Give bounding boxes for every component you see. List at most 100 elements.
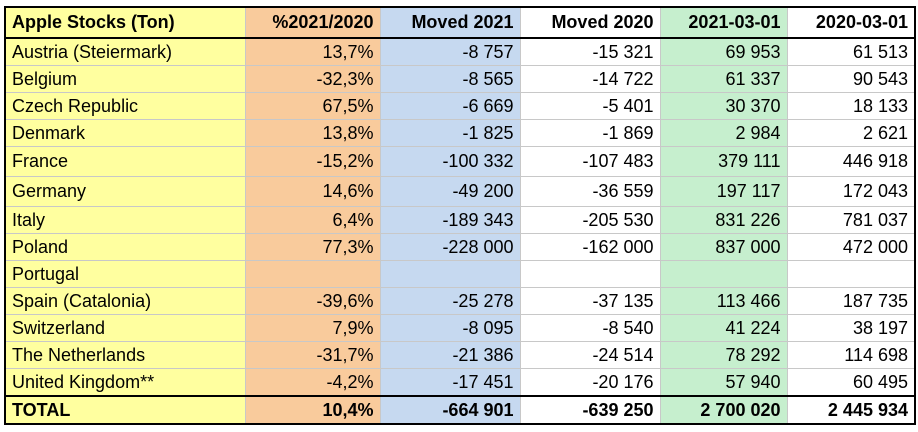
cell-moved-2020: -24 514 <box>519 341 661 369</box>
cell-moved-2020: -14 722 <box>519 65 661 93</box>
cell-stock-2021 <box>659 260 788 288</box>
header-country: Apple Stocks (Ton) <box>4 6 246 39</box>
cell-percent-change: -39,6% <box>244 287 381 315</box>
cell-country: United Kingdom** <box>4 368 246 397</box>
cell-moved-2021: -17 451 <box>379 368 521 397</box>
cell-country: Denmark <box>4 119 246 147</box>
cell-country: Belgium <box>4 65 246 93</box>
cell-stock-2021: 837 000 <box>659 233 788 261</box>
total-stock-2021: 2 700 020 <box>659 395 788 425</box>
cell-stock-2020 <box>786 260 916 288</box>
cell-percent-change: 6,4% <box>244 206 381 234</box>
cell-stock-2020: 38 197 <box>786 314 916 342</box>
cell-stock-2020: 114 698 <box>786 341 916 369</box>
table-row: France -15,2% -100 332 -107 483 379 111 446 9… <box>4 146 916 177</box>
cell-country: Italy <box>4 206 246 234</box>
table-row: United Kingdom** -4,2% -17 451 -20 176 57 94… <box>4 368 916 397</box>
total-percent-change: 10,4% <box>244 395 381 425</box>
cell-percent-change: -32,3% <box>244 65 381 93</box>
table-row: The Netherlands -31,7% -21 386 -24 514 78 29… <box>4 341 916 369</box>
cell-country: France <box>4 146 246 177</box>
cell-moved-2020: -5 401 <box>519 92 661 120</box>
cell-stock-2020: 2 621 <box>786 119 916 147</box>
cell-moved-2020 <box>519 260 661 288</box>
cell-percent-change: 13,7% <box>244 37 381 66</box>
table-row: Belgium -32,3% -8 565 -14 722 61 337 90 543 <box>4 65 916 93</box>
cell-percent-change: -15,2% <box>244 146 381 177</box>
cell-stock-2020: 472 000 <box>786 233 916 261</box>
cell-stock-2021: 61 337 <box>659 65 788 93</box>
apple-stocks-table: Apple Stocks (Ton) %2021/2020 Moved 2021… <box>4 6 916 425</box>
cell-stock-2020: 61 513 <box>786 37 916 66</box>
cell-stock-2020: 90 543 <box>786 65 916 93</box>
cell-moved-2021: -189 343 <box>379 206 521 234</box>
cell-stock-2021: 41 224 <box>659 314 788 342</box>
cell-moved-2021: -21 386 <box>379 341 521 369</box>
cell-stock-2021: 69 953 <box>659 37 788 66</box>
cell-stock-2020: 781 037 <box>786 206 916 234</box>
header-percent-change: %2021/2020 <box>244 6 381 39</box>
header-stock-2020: 2020-03-01 <box>786 6 916 39</box>
cell-stock-2020: 60 495 <box>786 368 916 397</box>
table-row: Poland 77,3% -228 000 -162 000 837 000 472 00… <box>4 233 916 261</box>
cell-percent-change: 13,8% <box>244 119 381 147</box>
header-row: Apple Stocks (Ton) %2021/2020 Moved 2021… <box>4 6 916 39</box>
cell-percent-change: -4,2% <box>244 368 381 397</box>
table-row: Czech Republic 67,5% -6 669 -5 401 30 370 18 … <box>4 92 916 120</box>
table-row: Portugal <box>4 260 916 288</box>
cell-moved-2020: -8 540 <box>519 314 661 342</box>
cell-percent-change: 7,9% <box>244 314 381 342</box>
header-stock-2021: 2021-03-01 <box>659 6 788 39</box>
cell-stock-2021: 57 940 <box>659 368 788 397</box>
total-moved-2021: -664 901 <box>379 395 521 425</box>
cell-moved-2021 <box>379 260 521 288</box>
cell-moved-2021: -8 757 <box>379 37 521 66</box>
cell-moved-2020: -20 176 <box>519 368 661 397</box>
cell-stock-2020: 18 133 <box>786 92 916 120</box>
cell-country: The Netherlands <box>4 341 246 369</box>
table-row: Austria (Steiermark) 13,7% -8 757 -15 321 69… <box>4 37 916 66</box>
cell-country: Poland <box>4 233 246 261</box>
table-row: Denmark 13,8% -1 825 -1 869 2 984 2 621 <box>4 119 916 147</box>
total-stock-2020: 2 445 934 <box>786 395 916 425</box>
cell-stock-2020: 446 918 <box>786 146 916 177</box>
cell-moved-2021: -49 200 <box>379 176 521 207</box>
cell-stock-2020: 187 735 <box>786 287 916 315</box>
cell-stock-2021: 30 370 <box>659 92 788 120</box>
cell-stock-2021: 113 466 <box>659 287 788 315</box>
cell-moved-2020: -107 483 <box>519 146 661 177</box>
cell-moved-2020: -1 869 <box>519 119 661 147</box>
table-row: Spain (Catalonia) -39,6% -25 278 -37 135 113… <box>4 287 916 315</box>
cell-stock-2021: 831 226 <box>659 206 788 234</box>
cell-percent-change: 67,5% <box>244 92 381 120</box>
cell-stock-2020: 172 043 <box>786 176 916 207</box>
cell-moved-2021: -6 669 <box>379 92 521 120</box>
cell-stock-2021: 78 292 <box>659 341 788 369</box>
cell-country: Czech Republic <box>4 92 246 120</box>
cell-country: Switzerland <box>4 314 246 342</box>
cell-moved-2020: -15 321 <box>519 37 661 66</box>
cell-moved-2021: -25 278 <box>379 287 521 315</box>
cell-country: Portugal <box>4 260 246 288</box>
total-row: TOTAL 10,4% -664 901 -639 250 2 700 020 … <box>4 395 916 425</box>
cell-percent-change: 14,6% <box>244 176 381 207</box>
cell-moved-2021: -8 095 <box>379 314 521 342</box>
table-row: Italy 6,4% -189 343 -205 530 831 226 781 037 <box>4 206 916 234</box>
cell-moved-2021: -228 000 <box>379 233 521 261</box>
cell-moved-2020: -162 000 <box>519 233 661 261</box>
cell-stock-2021: 197 117 <box>659 176 788 207</box>
cell-percent-change: -31,7% <box>244 341 381 369</box>
cell-country: Austria (Steiermark) <box>4 37 246 66</box>
cell-country: Germany <box>4 176 246 207</box>
table-row: Germany 14,6% -49 200 -36 559 197 117 172 043 <box>4 176 916 207</box>
total-label: TOTAL <box>4 395 246 425</box>
total-moved-2020: -639 250 <box>519 395 661 425</box>
cell-stock-2021: 2 984 <box>659 119 788 147</box>
cell-moved-2021: -8 565 <box>379 65 521 93</box>
cell-moved-2020: -37 135 <box>519 287 661 315</box>
cell-moved-2021: -100 332 <box>379 146 521 177</box>
header-moved-2020: Moved 2020 <box>519 6 661 39</box>
cell-percent-change: 77,3% <box>244 233 381 261</box>
header-moved-2021: Moved 2021 <box>379 6 521 39</box>
cell-moved-2020: -205 530 <box>519 206 661 234</box>
